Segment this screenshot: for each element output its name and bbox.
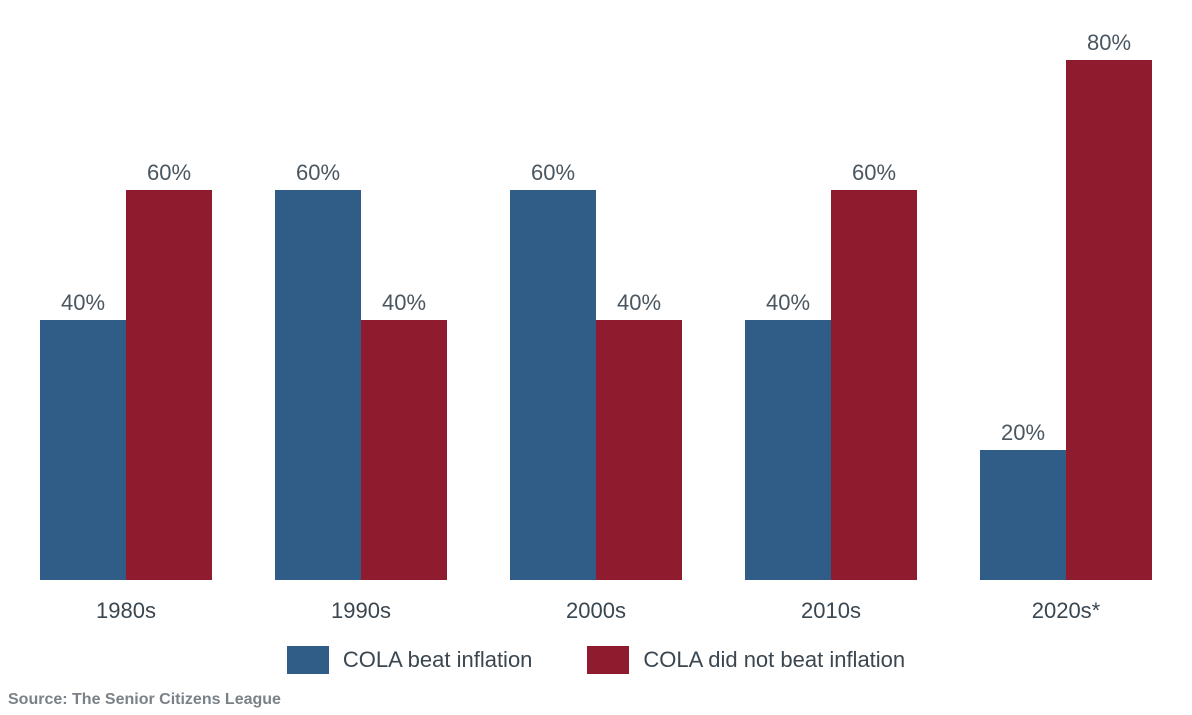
bar-group: 40%60%: [40, 190, 212, 580]
bar: 60%: [510, 190, 596, 580]
legend-item: COLA beat inflation: [287, 646, 533, 674]
legend-swatch: [287, 646, 329, 674]
bar: 20%: [980, 450, 1066, 580]
legend-swatch: [587, 646, 629, 674]
bar: 40%: [745, 320, 831, 580]
legend-item: COLA did not beat inflation: [587, 646, 905, 674]
x-axis-labels: 1980s 1990s 2000s 2010s 2020s*: [30, 580, 1162, 624]
bar: 40%: [361, 320, 447, 580]
bar-value-label: 60%: [531, 160, 575, 186]
bar-value-label: 60%: [296, 160, 340, 186]
bar-value-label: 40%: [766, 290, 810, 316]
bar-group: 60%40%: [275, 190, 447, 580]
bar-value-label: 60%: [852, 160, 896, 186]
bar: 60%: [126, 190, 212, 580]
category-label: 2000s: [510, 598, 682, 624]
bar: 60%: [831, 190, 917, 580]
category-label: 1980s: [40, 598, 212, 624]
bar-value-label: 60%: [147, 160, 191, 186]
bar: 40%: [40, 320, 126, 580]
plot-area: 40%60%60%40%60%40%40%60%20%80%: [30, 20, 1162, 580]
bar-value-label: 40%: [382, 290, 426, 316]
bar-value-label: 40%: [617, 290, 661, 316]
bar-value-label: 20%: [1001, 420, 1045, 446]
bar: 80%: [1066, 60, 1152, 580]
category-label: 2020s*: [980, 598, 1152, 624]
chart-container: 40%60%60%40%60%40%40%60%20%80% 1980s1990…: [0, 0, 1192, 715]
bar: 60%: [275, 190, 361, 580]
bar-value-label: 80%: [1087, 30, 1131, 56]
category-label: 2010s: [745, 598, 917, 624]
bar-group: 40%60%: [745, 190, 917, 580]
legend-label: COLA beat inflation: [343, 647, 533, 673]
bar-group: 60%40%: [510, 190, 682, 580]
bar-group: 20%80%: [980, 60, 1152, 580]
bar-value-label: 40%: [61, 290, 105, 316]
source-text: Source: The Senior Citizens League: [8, 691, 281, 709]
legend: COLA beat inflation COLA did not beat inf…: [30, 646, 1162, 674]
bar: 40%: [596, 320, 682, 580]
category-label: 1990s: [275, 598, 447, 624]
legend-label: COLA did not beat inflation: [643, 647, 905, 673]
